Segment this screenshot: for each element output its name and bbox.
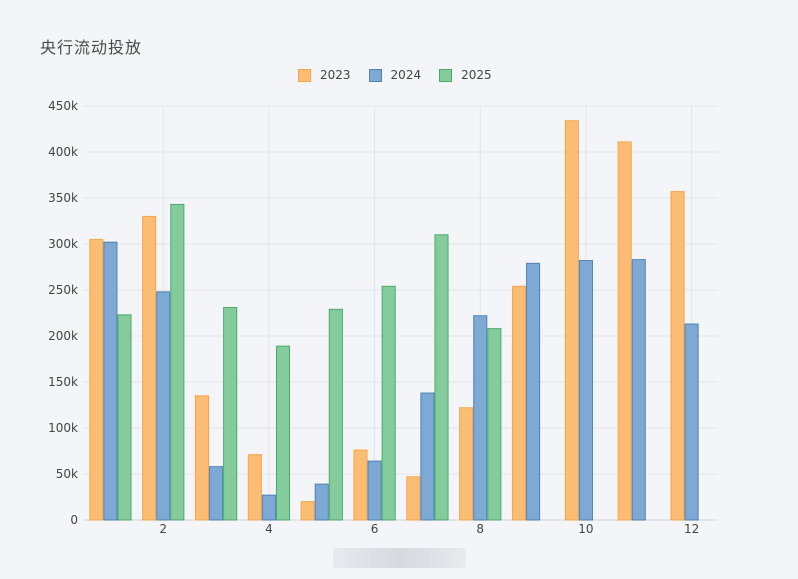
watermark	[333, 548, 466, 568]
legend-label-2025: 2025	[461, 68, 492, 82]
bar-2025-3	[223, 306, 238, 521]
x-tick-label: 2	[159, 522, 167, 536]
bar-2023-4	[247, 454, 262, 521]
bar-2025-7	[434, 234, 449, 521]
bar-2025-1	[117, 314, 132, 521]
y-tick-label: 50k	[56, 467, 78, 481]
y-tick-label: 150k	[48, 375, 78, 389]
bar-2023-5	[300, 501, 315, 521]
bar-2025-5	[328, 308, 343, 521]
y-tick-label: 0	[70, 513, 78, 527]
y-tick-label: 200k	[48, 329, 78, 343]
y-tick-label: 250k	[48, 283, 78, 297]
y-tick-label: 350k	[48, 191, 78, 205]
bar-2025-4	[275, 345, 291, 521]
bar-2023-12	[670, 191, 685, 521]
bar-2023-1	[89, 238, 104, 521]
legend-swatch-2023	[298, 68, 311, 82]
x-tick-label: 4	[265, 522, 273, 536]
bar-2024-7	[420, 392, 435, 521]
bar-2024-5	[314, 483, 329, 521]
bar-2023-9	[511, 285, 527, 521]
bar-2024-12	[684, 323, 699, 521]
bar-2023-11	[617, 141, 632, 521]
bar-2023-3	[194, 395, 210, 521]
legend-label-2024: 2024	[390, 68, 422, 82]
legend-item-2024[interactable]: 2024	[368, 68, 422, 82]
chart-title: 央行流动投放	[40, 38, 143, 57]
bar-2024-6	[367, 460, 382, 521]
legend-label-2023: 2023	[320, 68, 351, 82]
y-tick-label: 300k	[48, 237, 78, 251]
bar-2023-6	[353, 449, 368, 521]
x-tick-label: 10	[578, 522, 593, 536]
bar-2023-2	[142, 215, 157, 521]
bar-2024-2	[156, 291, 171, 521]
y-tick-label: 400k	[48, 145, 78, 159]
bar-2024-9	[526, 262, 541, 521]
y-tick-label: 450k	[48, 99, 78, 113]
bar-2024-1	[103, 241, 118, 521]
bar-2025-8	[487, 328, 502, 521]
bar-2024-8	[473, 315, 488, 521]
legend-swatch-2025	[439, 68, 453, 82]
bar-2024-11	[631, 259, 646, 521]
chart-legend: 2023 2024 2025	[298, 68, 492, 82]
bar-2024-10	[578, 260, 593, 521]
bar-2024-4	[261, 494, 276, 521]
bar-2023-8	[459, 407, 474, 521]
x-tick-label: 8	[476, 522, 484, 536]
legend-item-2025[interactable]: 2025	[439, 68, 492, 82]
legend-swatch-2024	[368, 68, 382, 82]
y-tick-label: 100k	[48, 421, 78, 435]
legend-item-2023[interactable]: 2023	[298, 68, 351, 82]
bar-2024-3	[209, 466, 224, 521]
x-tick-label: 12	[684, 522, 699, 536]
bar-2023-10	[564, 120, 579, 521]
bar-2023-7	[406, 476, 421, 521]
bar-2025-6	[381, 285, 396, 521]
bar-2025-2	[170, 203, 185, 521]
x-tick-label: 6	[371, 522, 379, 536]
